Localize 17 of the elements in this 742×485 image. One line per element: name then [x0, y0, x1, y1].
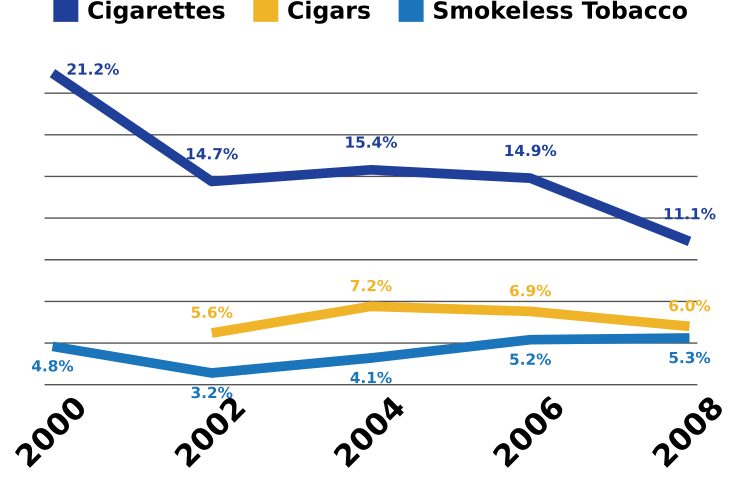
data-label: 21.2%	[68, 63, 119, 75]
data-label: 5.3%	[670, 352, 710, 364]
data-label: 5.6%	[192, 306, 232, 318]
data-label: 14.9%	[505, 144, 556, 156]
data-label: 6.9%	[510, 284, 551, 296]
data-label: 5.2%	[510, 353, 551, 365]
legend-label: Smokeless Tobacco	[434, 0, 687, 19]
data-label: 4.1%	[350, 372, 392, 384]
data-label: 4.8%	[32, 360, 74, 372]
data-label: 3.2%	[192, 386, 232, 398]
data-label: 15.4%	[346, 136, 398, 148]
data-label: 14.7%	[186, 148, 238, 160]
legend-label: Cigarettes	[88, 0, 225, 24]
data-label: 7.2%	[350, 280, 392, 292]
data-label: 11.1%	[664, 208, 716, 220]
legend-label: Cigars	[288, 0, 370, 24]
data-label: 6.0%	[669, 300, 710, 312]
